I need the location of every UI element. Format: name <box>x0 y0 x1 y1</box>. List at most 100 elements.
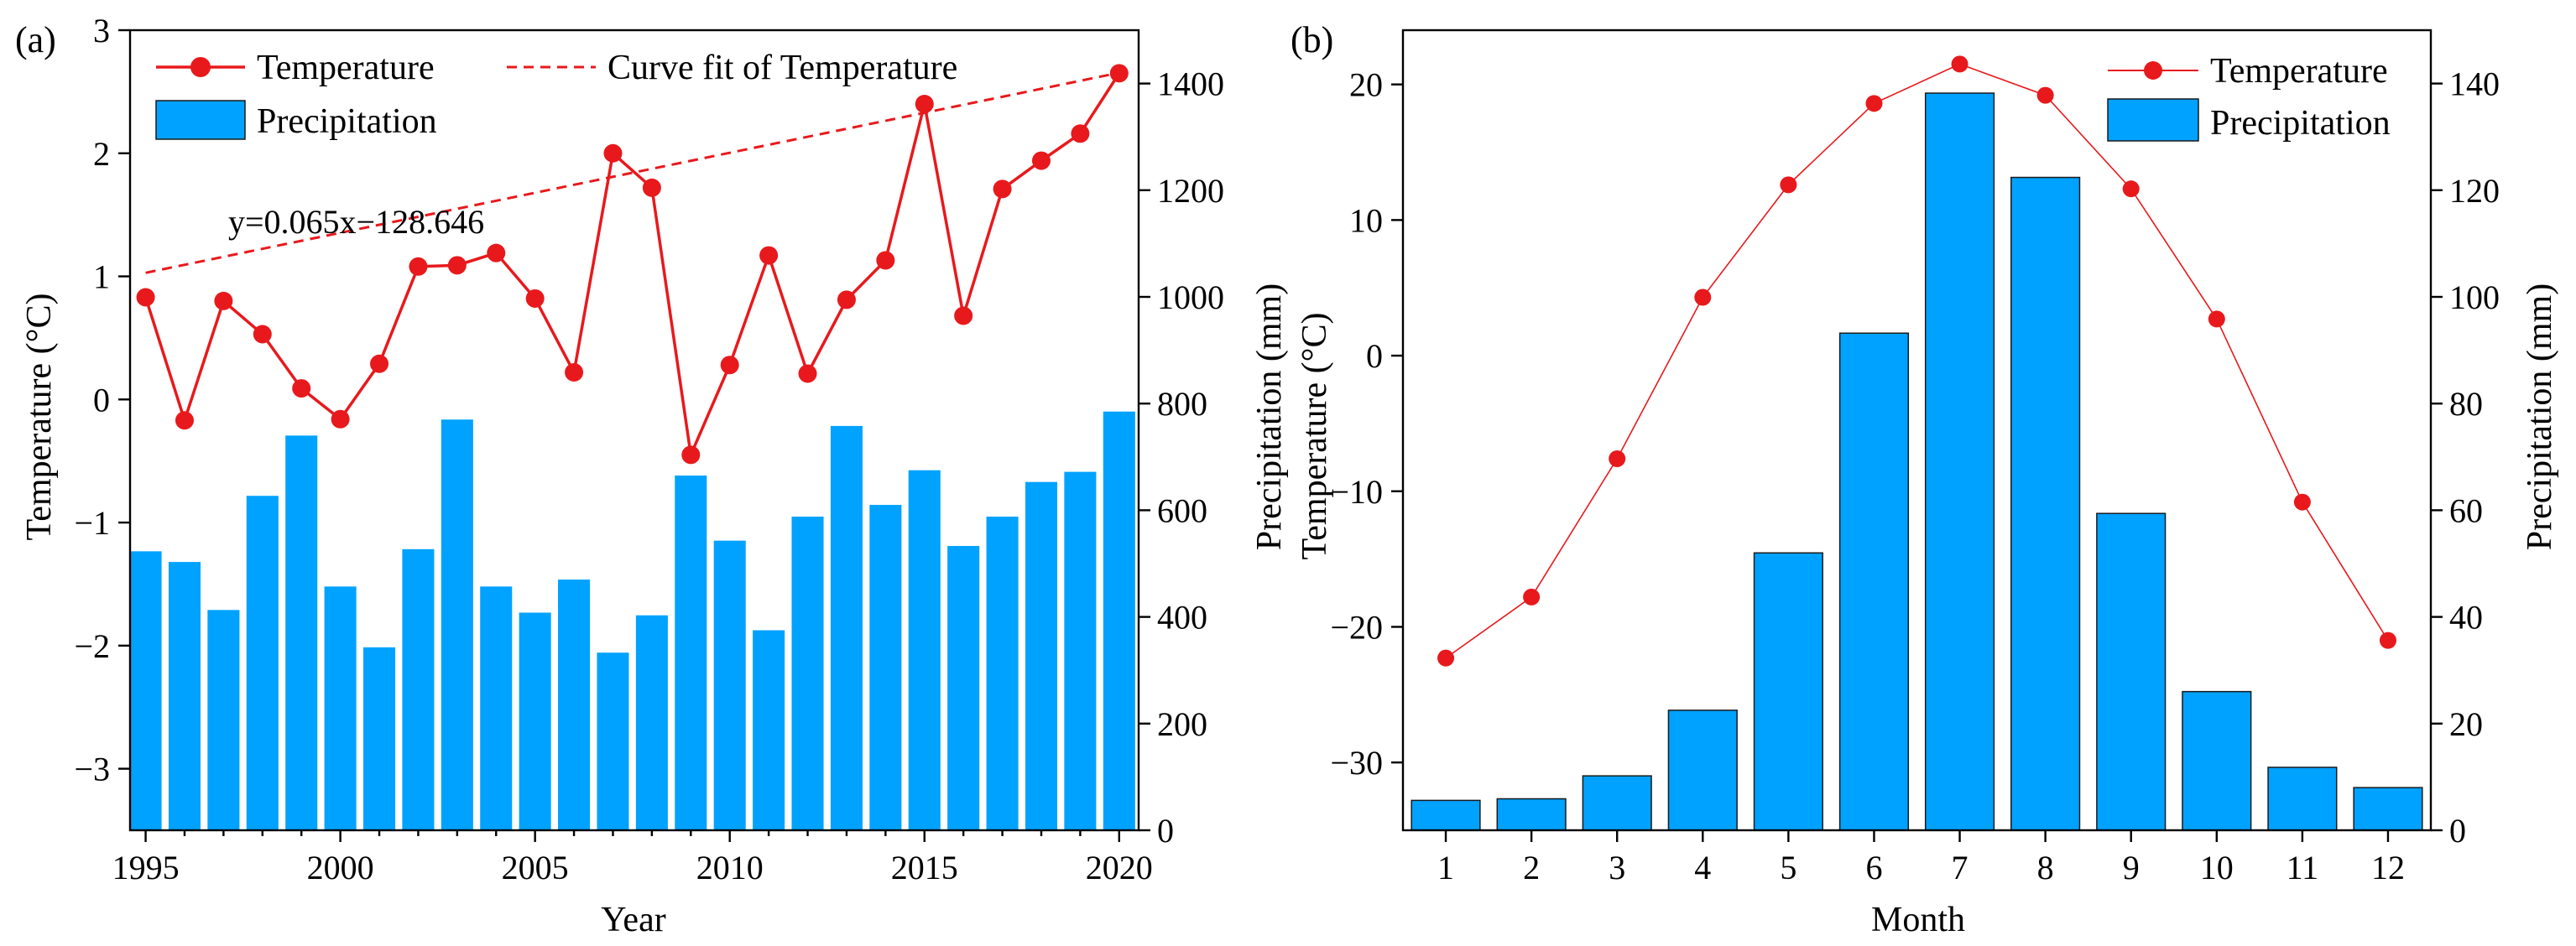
a-right-tick-label: 200 <box>1157 705 1207 743</box>
a-bar-2002 <box>402 548 435 830</box>
b-bar-month-7 <box>1924 92 1995 831</box>
a-temp-point-1997 <box>214 291 233 310</box>
a-left-tick-label: −1 <box>74 504 110 542</box>
a-legend-fit-label: Curve fit of Temperature <box>607 49 957 87</box>
b-temp-point-month-9 <box>2122 180 2140 198</box>
b-temp-point-month-4 <box>1694 288 1712 306</box>
a-bar-1996 <box>168 562 201 830</box>
b-temp-point-month-10 <box>2208 310 2225 328</box>
b-x-tick-label: 1 <box>1437 849 1454 886</box>
a-temp-point-1998 <box>253 325 272 344</box>
a-temp-point-2004 <box>487 243 506 262</box>
a-bar-2007 <box>597 652 629 830</box>
a-temp-point-2012 <box>798 364 817 383</box>
a-fit-equation: y=0.065x−128.646 <box>228 203 484 241</box>
a-x-tick-label: 2010 <box>696 849 764 886</box>
a-right-tick-label: 1000 <box>1157 278 1224 316</box>
a-x-tick-label: 1995 <box>112 849 180 886</box>
a-left-tick-label: −2 <box>74 627 110 665</box>
b-bar-month-11 <box>2267 767 2338 831</box>
a-bar-2018 <box>1025 481 1058 830</box>
b-temp-point-month-12 <box>2379 632 2396 649</box>
a-tick-labels: −3 −2 −1 0 1 2 3 0 200 400 600 800 1000 1200 1400 1995 2… <box>74 12 1224 886</box>
a-fit-line-path <box>145 71 1120 274</box>
a-temp-point-2002 <box>409 257 428 276</box>
b-left-tick-label: 10 <box>1349 201 1383 239</box>
panel-b-label: (b) <box>1291 19 1333 60</box>
b-precipitation-bars <box>1411 92 2423 831</box>
a-temp-point-2019 <box>1071 124 1090 143</box>
a-bar-2008 <box>635 615 668 830</box>
a-bar-2006 <box>558 580 591 830</box>
b-temp-point-month-2 <box>1523 588 1541 606</box>
b-bar-month-4 <box>1667 710 1738 831</box>
a-left-tick-label: 0 <box>93 381 110 418</box>
a-temp-point-2010 <box>720 356 739 375</box>
a-temp-point-2011 <box>759 246 779 265</box>
a-x-axis-label: Year <box>601 901 665 939</box>
b-temp-point-month-5 <box>1780 176 1797 194</box>
a-right-tick-label: 600 <box>1157 491 1207 529</box>
panel-a-label: (a) <box>15 19 56 60</box>
b-legend-precip-swatch <box>2107 98 2199 142</box>
b-right-tick-label: 40 <box>2449 599 2483 637</box>
a-right-tick-label: 400 <box>1157 599 1207 637</box>
b-x-tick-label: 11 <box>2287 849 2319 886</box>
b-right-tick-label: 0 <box>2449 812 2466 850</box>
a-temp-point-2001 <box>370 354 389 373</box>
a-bar-2009 <box>675 476 707 830</box>
panel-a: (a) −3 −2 −1 0 1 2 3 0 200 400 600 800 1000 1200 1400 1… <box>15 12 1289 939</box>
a-bar-2013 <box>830 425 863 830</box>
b-temp-point-month-11 <box>2293 493 2311 511</box>
b-x-axis-label: Month <box>1871 901 1965 939</box>
a-legend-temp-marker <box>190 57 211 77</box>
a-right-tick-label: 1200 <box>1157 172 1224 210</box>
a-x-tick-label: 2005 <box>502 849 569 886</box>
a-temp-point-2009 <box>681 445 701 465</box>
a-x-tick-label: 2020 <box>1086 849 1153 886</box>
a-temp-point-2017 <box>993 179 1012 199</box>
a-precipitation-bars <box>129 411 1135 830</box>
a-temp-point-2005 <box>525 288 545 308</box>
b-left-tick-label: 0 <box>1366 337 1383 375</box>
a-bar-2000 <box>324 586 357 830</box>
b-right-tick-label: 80 <box>2449 385 2483 423</box>
b-temp-point-month-7 <box>1951 55 1969 73</box>
a-bar-2019 <box>1064 471 1097 830</box>
a-plot-frame <box>128 29 1140 832</box>
a-left-tick-label: −3 <box>74 751 110 788</box>
a-bar-2020 <box>1103 411 1135 830</box>
a-bar-1998 <box>246 496 279 830</box>
b-x-tick-label: 12 <box>2371 849 2405 886</box>
b-bar-month-6 <box>1838 332 1910 831</box>
b-right-tick-label: 140 <box>2449 65 2500 103</box>
a-temp-point-1996 <box>175 411 194 430</box>
b-bar-month-9 <box>2096 512 2167 831</box>
b-legend-temp-label: Temperature <box>2210 52 2388 91</box>
b-bar-month-8 <box>2010 176 2081 831</box>
a-left-tick-label: 2 <box>93 135 110 173</box>
a-bar-2011 <box>753 630 785 830</box>
a-left-tick-label: 1 <box>93 258 110 296</box>
b-temp-point-month-6 <box>1865 95 1883 112</box>
a-bar-2016 <box>947 546 980 830</box>
a-temp-point-2014 <box>876 251 895 270</box>
b-bar-month-12 <box>2353 787 2423 831</box>
a-legend-precip-label: Precipitation <box>257 102 437 141</box>
a-right-tick-label: 0 <box>1157 812 1174 850</box>
a-temp-point-1995 <box>136 288 155 307</box>
a-temp-point-2007 <box>603 143 623 163</box>
a-temperature-line <box>136 64 1129 465</box>
a-right-tick-label: 800 <box>1157 385 1207 423</box>
a-temp-point-2020 <box>1109 64 1129 83</box>
a-y-axis-label-right: Precipitation (mm) <box>1250 283 1289 550</box>
b-bar-month-1 <box>1411 799 1481 831</box>
a-temp-point-2013 <box>837 290 856 309</box>
a-bar-1997 <box>207 610 240 830</box>
a-bar-1999 <box>285 435 318 830</box>
b-x-tick-label: 9 <box>2123 849 2140 886</box>
b-temperature-line <box>1437 55 2396 667</box>
a-bar-2004 <box>480 586 513 830</box>
a-bar-2010 <box>713 540 746 830</box>
